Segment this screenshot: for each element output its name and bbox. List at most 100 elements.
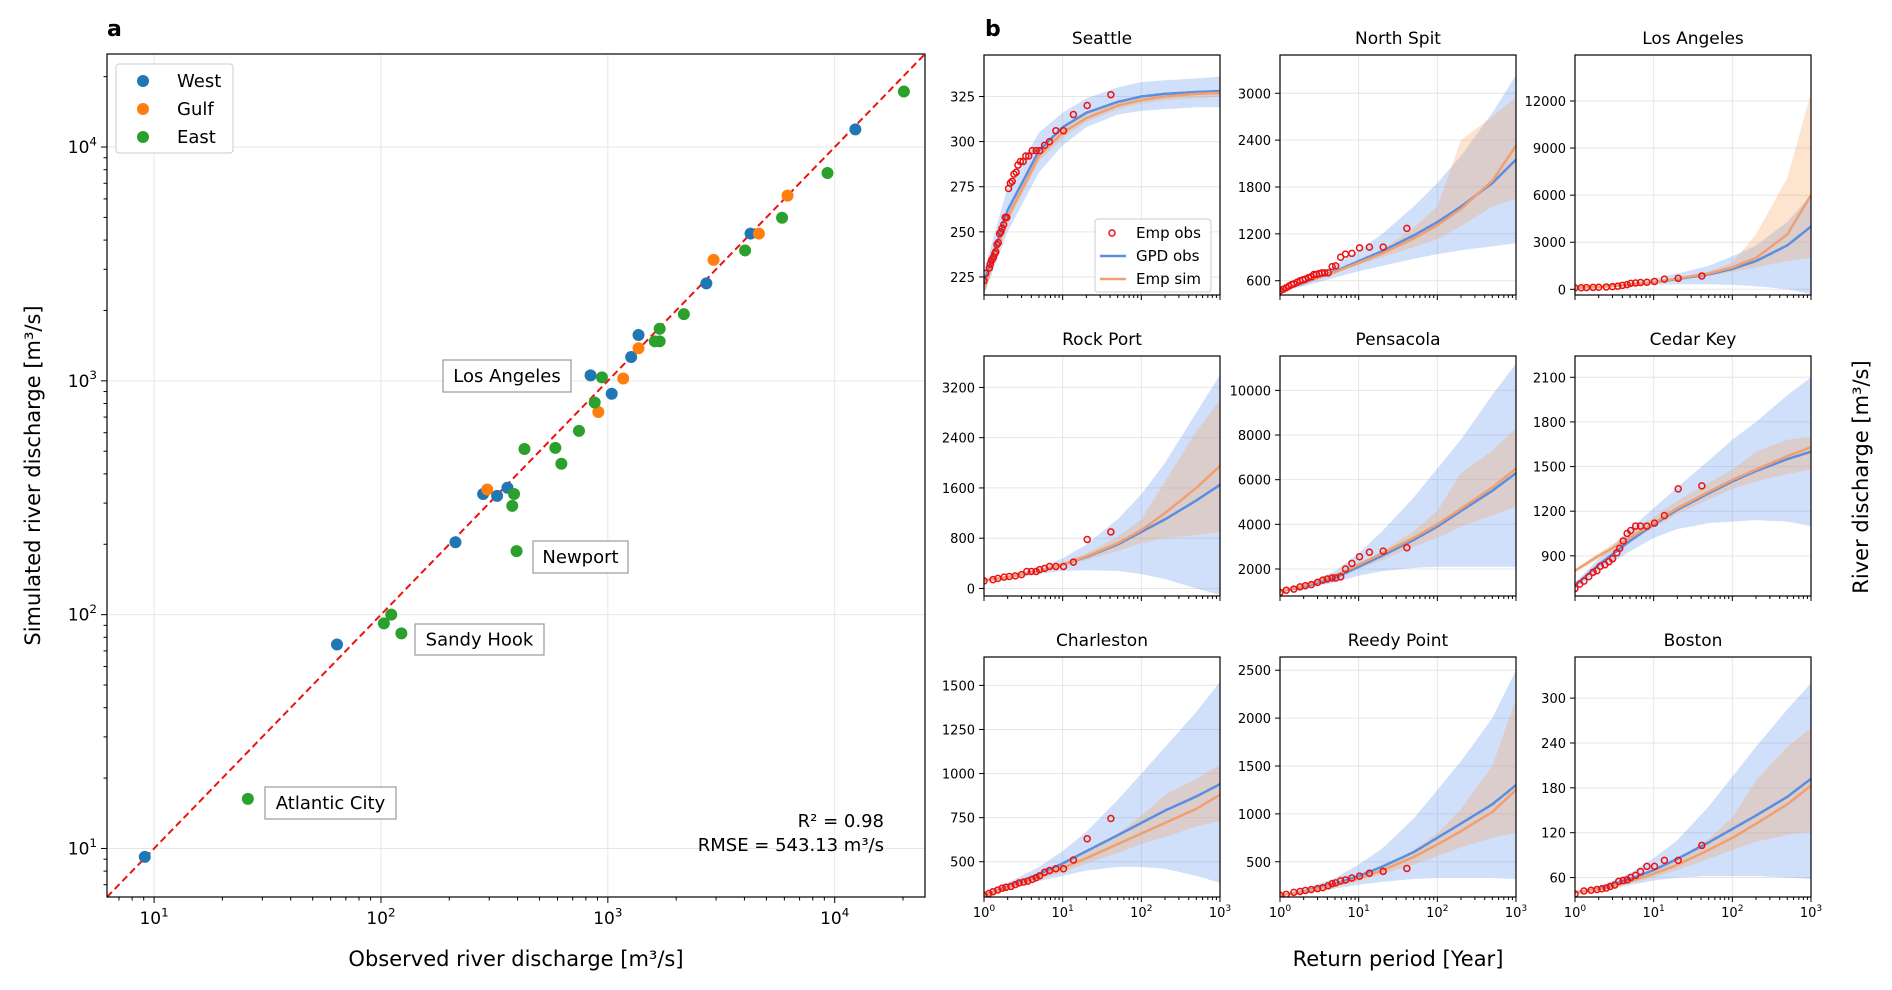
- plot-area: [1280, 55, 1516, 295]
- emp-obs-point: [1328, 880, 1336, 888]
- point-east: [677, 308, 690, 321]
- emp-obs-point: [1631, 522, 1640, 530]
- axes-frame: [983, 656, 1221, 898]
- emp-obs-point: [1355, 244, 1364, 252]
- annotation-label: Los Angeles: [453, 366, 561, 387]
- y-tick-label: 10000: [1230, 384, 1271, 399]
- y-tick-label: 1200: [1238, 228, 1271, 243]
- emp-obs-point: [1626, 279, 1635, 288]
- emp-obs-point: [985, 264, 994, 272]
- emp-obs-point: [1107, 814, 1115, 823]
- x-tick-label: 100: [973, 904, 996, 921]
- subplot-title: North Spit: [1355, 29, 1441, 49]
- sim-ci-band: [1575, 93, 1811, 288]
- reference-line: [107, 54, 925, 897]
- emp-obs-point: [987, 256, 996, 265]
- y-tick-label: 800: [950, 532, 975, 547]
- point-east: [549, 441, 562, 454]
- point-east: [776, 211, 789, 224]
- emp-obs-point: [1355, 872, 1364, 880]
- emp-obs-point: [1575, 890, 1579, 897]
- point-west: [331, 638, 344, 651]
- axes-frame: [1574, 656, 1812, 898]
- emp-obs-point: [1023, 567, 1031, 576]
- emp-obs-point: [1028, 875, 1036, 884]
- panel-label-b: b: [985, 17, 1001, 42]
- axes-frame: [1574, 54, 1812, 296]
- y-tick-label: 900: [1541, 550, 1566, 565]
- emp-sim-line: [1575, 446, 1811, 572]
- emp-obs-point: [1643, 862, 1651, 871]
- y-tick-label: 1500: [1533, 461, 1566, 476]
- y-tick-label: 1000: [942, 768, 975, 783]
- point-west: [700, 277, 713, 290]
- annotation-box: [532, 540, 629, 574]
- gpd-ci-band: [984, 681, 1220, 897]
- x-tick-label: 101: [1051, 904, 1073, 921]
- emp-obs-point: [1698, 841, 1706, 850]
- legend-label-gulf: Gulf: [177, 99, 214, 120]
- x-tick-label: 101: [1642, 904, 1664, 921]
- emp-obs-point: [1052, 865, 1060, 873]
- point-east: [508, 488, 521, 501]
- subplot-title: Charleston: [1056, 631, 1148, 651]
- emp-obs-point: [1336, 573, 1345, 581]
- emp-obs-point: [1650, 519, 1659, 527]
- emp-obs-point: [1024, 152, 1033, 160]
- legend-marker-east: [137, 131, 149, 143]
- y-tick-label: 1200: [1533, 505, 1566, 520]
- emp-obs-point: [1282, 586, 1290, 594]
- y-tick-label: 0: [967, 582, 975, 597]
- emp-obs-point: [1024, 877, 1032, 885]
- point-east: [572, 424, 585, 437]
- axes-frame: [983, 355, 1221, 597]
- emp-obs-point: [1602, 283, 1611, 291]
- x-tick-label: 104: [820, 905, 849, 929]
- legend-marker-west: [137, 75, 149, 87]
- x-tick-label: 102: [1426, 904, 1448, 921]
- emp-obs-point: [1323, 575, 1332, 583]
- x-tick-label: 103: [1800, 904, 1823, 921]
- subplot-rock-port: 0 800 1600 2400 3200 Rock Port: [942, 330, 1221, 601]
- y-axis-label: River discharge [m³/s]: [1849, 360, 1873, 593]
- emp-obs-point: [984, 276, 988, 285]
- emp-obs-point: [1313, 578, 1322, 587]
- point-east: [506, 499, 519, 512]
- point-gulf: [707, 253, 720, 266]
- plot-area: [1280, 657, 1516, 897]
- y-tick-label: 250: [950, 226, 975, 241]
- plot-area: [984, 657, 1220, 897]
- emp-obs-point: [1032, 567, 1040, 576]
- point-east: [377, 617, 390, 630]
- emp-obs-point: [1296, 583, 1304, 591]
- point-west: [584, 369, 597, 382]
- y-tick-label: 2100: [1533, 371, 1566, 386]
- y-tick-label: 325: [950, 91, 975, 106]
- point-west: [849, 123, 862, 136]
- subplot-title: Rock Port: [1062, 330, 1142, 350]
- point-gulf: [617, 372, 630, 385]
- axes-frame: [1279, 355, 1517, 597]
- x-axis-label: Return period [Year]: [1293, 947, 1504, 971]
- point-gulf: [481, 483, 494, 496]
- y-tick-label: 60: [1549, 872, 1566, 887]
- point-gulf: [632, 342, 645, 355]
- y-tick-label: 12000: [1525, 95, 1566, 110]
- emp-obs-point: [1032, 873, 1040, 882]
- y-tick-label: 102: [68, 602, 97, 626]
- emp-obs-point: [1619, 537, 1627, 545]
- emp-obs-point: [998, 884, 1006, 892]
- emp-obs-point: [1589, 568, 1597, 576]
- point-gulf: [752, 227, 765, 240]
- subplot-boston: 60 120 180 240 300 100 101 102 103 Boston: [1541, 631, 1822, 921]
- point-west: [632, 329, 645, 342]
- gpd-ci-band: [1280, 670, 1516, 897]
- emp-obs-point: [1650, 862, 1659, 871]
- gpd-obs-line: [984, 89, 1220, 283]
- y-tick-label: 500: [950, 856, 975, 871]
- emp-obs-point: [989, 575, 997, 584]
- legend-label: Emp sim: [1136, 270, 1201, 288]
- y-tick-label: 225: [950, 271, 975, 286]
- point-west: [449, 536, 462, 549]
